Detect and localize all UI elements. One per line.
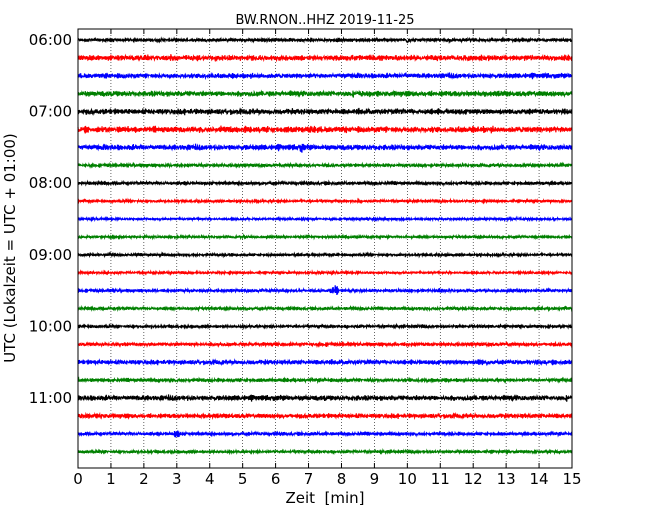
x-tick-label: 1	[106, 470, 116, 488]
trace-0900	[77, 251, 573, 259]
trace-1115	[77, 411, 573, 420]
x-tick-label: 7	[304, 470, 314, 488]
x-tick-label: 8	[337, 470, 347, 488]
trace-group	[77, 36, 573, 456]
trace-0845	[77, 233, 573, 241]
trace-0800	[77, 179, 573, 187]
trace-1015	[77, 340, 573, 349]
x-tick-label: 14	[530, 470, 549, 488]
x-tick-label: 6	[271, 470, 281, 488]
x-tick-label: 4	[205, 470, 215, 488]
y-tick-label: 10:00	[29, 317, 72, 335]
x-axis: 0 1 2 3 4 5 6 7 8 9 10 11 12 13 14 15	[73, 29, 582, 488]
trace-0715	[77, 125, 573, 134]
trace-0915	[77, 269, 573, 277]
trace-0830	[77, 215, 573, 223]
x-tick-label: 0	[73, 470, 83, 488]
chart-title: BW.RNON..HHZ 2019-11-25	[235, 13, 414, 28]
x-tick-label: 3	[172, 470, 182, 488]
y-tick-label: 11:00	[29, 389, 72, 407]
x-tick-label: 11	[431, 470, 450, 488]
y-tick-label: 09:00	[29, 246, 72, 264]
x-tick-label: 10	[398, 470, 417, 488]
x-tick-label: 12	[464, 470, 483, 488]
trace-0930	[77, 285, 573, 295]
y-tick-label: 06:00	[29, 31, 72, 49]
trace-1000	[77, 322, 573, 330]
trace-1030	[77, 358, 573, 367]
trace-1145	[77, 447, 573, 456]
trace-0600	[77, 36, 573, 44]
trace-0700	[77, 107, 573, 117]
trace-1130	[77, 430, 573, 439]
y-tick-label: 08:00	[29, 174, 72, 192]
trace-0615	[77, 53, 573, 63]
trace-0630	[77, 71, 573, 81]
trace-0815	[77, 197, 573, 205]
x-tick-label: 2	[139, 470, 149, 488]
x-tick-label: 15	[562, 470, 581, 488]
trace-1100	[77, 393, 573, 402]
x-tick-label: 13	[497, 470, 516, 488]
x-tick-label: 9	[370, 470, 380, 488]
trace-0730	[77, 143, 573, 153]
axes-frame	[77, 28, 573, 469]
x-tick-label: 5	[238, 470, 248, 488]
trace-0945	[77, 304, 573, 313]
x-axis-label: Zeit [min]	[285, 489, 364, 507]
y-axis-label: UTC (Lokalzeit = UTC + 01:00)	[1, 133, 19, 363]
trace-0745	[77, 161, 573, 170]
trace-0645	[77, 89, 573, 98]
y-axis: 06:00 07:00 08:00 09:00 10:00 11:00	[29, 31, 572, 407]
y-tick-label: 07:00	[29, 103, 72, 121]
trace-1045	[77, 376, 573, 385]
minute-grid	[110, 29, 540, 468]
